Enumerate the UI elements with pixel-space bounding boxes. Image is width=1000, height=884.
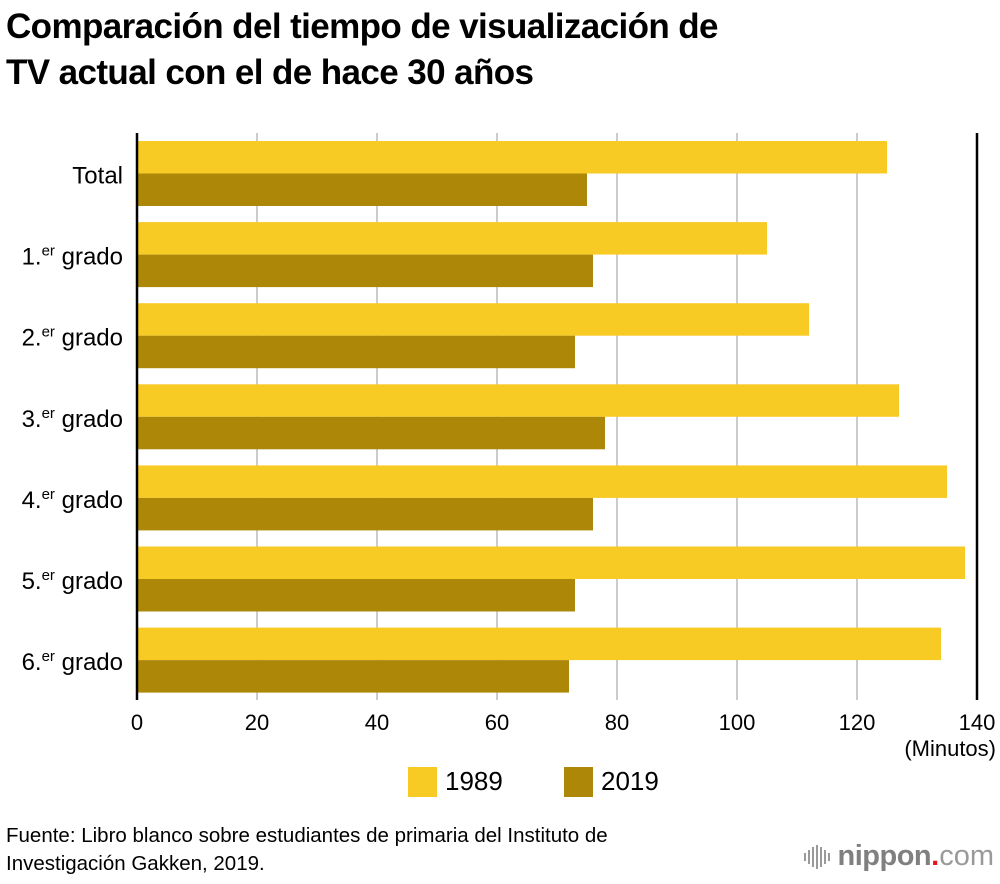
legend-label-2019: 2019: [601, 766, 659, 796]
bars: [137, 141, 965, 693]
bar-1989-2-er-grado: [137, 303, 809, 336]
x-tick-label-120: 120: [839, 710, 876, 735]
bar-2019-1-er-grado: [137, 254, 593, 288]
bar-2019-5-er-grado: [137, 579, 575, 612]
source-line-1: Fuente: Libro blanco sobre estudiantes d…: [6, 824, 608, 847]
category-label: 2.er grado: [22, 324, 123, 352]
bar-1989-total: [137, 141, 887, 174]
chart-title: Comparación del tiempo de visualización …: [6, 4, 996, 96]
bar-1989-3-er-grado: [137, 384, 899, 417]
x-axis-label: (Minutos): [904, 736, 996, 761]
bar-2019-3-er-grado: [137, 416, 605, 450]
legend-item-1989: 1989: [408, 766, 503, 797]
legend: 1989 2019: [0, 766, 1000, 802]
x-tick-labels: 0 20 40 60 80 100 120 140: [131, 710, 995, 735]
sound-wave-icon: [803, 844, 830, 869]
x-tick-label-40: 40: [365, 710, 389, 735]
axes: [135, 133, 979, 700]
brand-tld: com: [939, 840, 994, 872]
bar-1989-4-er-grado: [137, 465, 947, 498]
bar-1989-1-er-grado: [137, 222, 767, 255]
chart-title-line-1: Comparación del tiempo de visualización …: [6, 7, 719, 46]
bar-2019-2-er-grado: [137, 335, 575, 369]
legend-label-1989: 1989: [445, 766, 503, 796]
category-label: 1.er grado: [22, 243, 123, 271]
source-note: Fuente: Libro blanco sobre estudiantes d…: [6, 822, 608, 878]
bar-1989-5-er-grado: [137, 546, 965, 579]
category-labels: Total 1.er grado 2.er grado 3.er grado 4.er …: [22, 163, 123, 677]
bar-2019-6-er-grado: [137, 660, 569, 693]
chart-title-line-2: TV actual con el de hace 30 años: [6, 53, 534, 92]
category-label: 6.er grado: [22, 648, 123, 676]
brand-name: nippon: [837, 840, 932, 872]
legend-item-2019: 2019: [564, 766, 659, 797]
x-tick-label-0: 0: [131, 710, 143, 735]
bar-1989-6-er-grado: [137, 627, 941, 661]
category-label: Total: [72, 163, 123, 190]
x-tick-label-20: 20: [245, 710, 269, 735]
legend-swatch-2019: [564, 766, 593, 797]
x-tick-label-60: 60: [485, 710, 509, 735]
source-line-2: Investigación Gakken, 2019.: [6, 852, 265, 875]
x-tick-label-100: 100: [719, 710, 756, 735]
bar-2019-total: [137, 173, 587, 206]
nippon-logo: nippon . com: [803, 840, 994, 873]
legend-swatch-1989: [408, 766, 437, 797]
bar-2019-4-er-grado: [137, 497, 593, 531]
category-label: 5.er grado: [22, 567, 123, 595]
x-tick-label-80: 80: [605, 710, 629, 735]
x-tick-label-140: 140: [959, 710, 996, 735]
category-label: 3.er grado: [22, 405, 123, 433]
brand-dot: .: [931, 840, 940, 872]
category-label: 4.er grado: [22, 486, 123, 514]
